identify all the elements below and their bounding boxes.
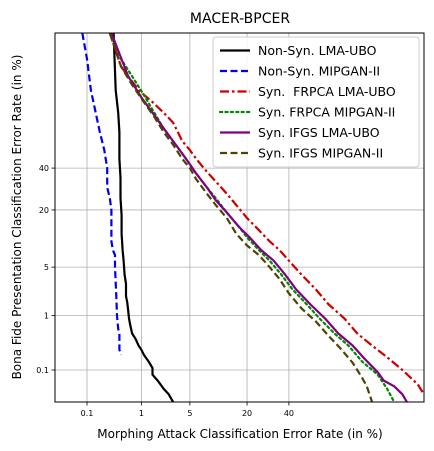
x-axis-label: Morphing Attack Classification Error Rat… — [97, 427, 382, 441]
x-tick-label: 40 — [284, 409, 294, 418]
y-axis-label: Bona Fide Presentation Classification Er… — [10, 55, 24, 380]
series-line-1 — [112, 33, 175, 402]
y-tick-label: 5 — [44, 263, 49, 272]
y-tick-label: 20 — [39, 206, 49, 215]
legend-label: Syn. FRPCA MIPGAN-II — [258, 105, 395, 120]
y-tick-label: 1 — [44, 312, 49, 321]
chart-title: MACER-BPCER — [190, 11, 290, 27]
y-axis-ticks: 0.1 1 5 20 40 — [36, 164, 55, 375]
legend-label: Syn. IFGS MIPGAN-II — [258, 146, 383, 161]
legend: Non-Syn. LMA-UBO Non-Syn. MIPGAN-II Syn. F… — [212, 36, 420, 168]
x-tick-label: 1 — [139, 409, 144, 418]
y-tick-label: 40 — [39, 164, 49, 173]
y-tick-label: 0.1 — [36, 366, 49, 375]
series-layer — [81, 33, 424, 402]
legend-label: Syn. IFGS LMA-UBO — [258, 125, 380, 140]
x-tick-label: 5 — [187, 409, 192, 418]
series-line-3 — [108, 33, 424, 395]
x-tick-label: 20 — [242, 409, 252, 418]
legend-label: Syn. FRPCA LMA-UBO — [258, 84, 396, 99]
x-axis-ticks: 0.1 1 5 20 40 — [81, 402, 294, 418]
series-line-2 — [81, 33, 123, 356]
legend-box — [212, 36, 420, 168]
series-line-5 — [110, 33, 408, 402]
x-tick-label: 0.1 — [81, 409, 94, 418]
plot-frame — [54, 32, 425, 403]
legend-label: Non-Syn. LMA-UBO — [258, 43, 377, 58]
legend-label: Non-Syn. MIPGAN-II — [258, 64, 380, 79]
